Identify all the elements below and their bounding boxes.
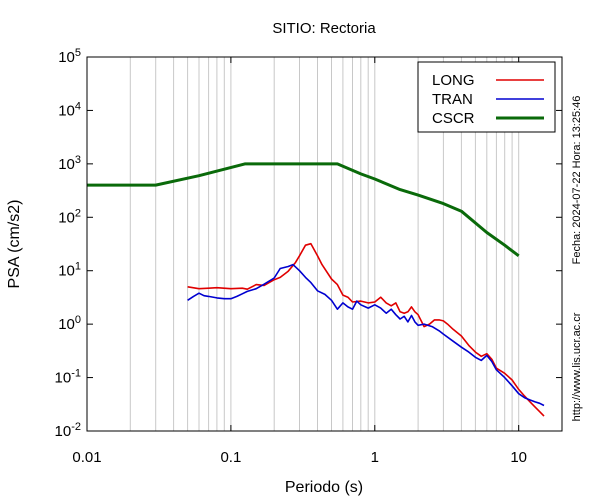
legend-label-cscr: CSCR <box>432 110 475 127</box>
x-axis: 0.01 0.1 1 10 <box>72 57 527 466</box>
legend: LONG TRAN CSCR <box>417 61 556 133</box>
series-line-long <box>187 242 545 417</box>
x-tick-label: 10 <box>510 449 527 466</box>
series-line-tran <box>187 263 545 407</box>
timestamp-annotation: Fecha: 2024-07-22 Hora: 13:25:46 <box>571 96 583 265</box>
x-tick-label: 1 <box>371 449 379 466</box>
plot-frame <box>86 56 563 432</box>
x-tick-label: 0.01 <box>72 449 101 466</box>
y-tick-label: 100 <box>58 314 81 333</box>
y-axis: 10-2 10-1 100 101 102 103 104 105 <box>55 47 562 440</box>
y-tick-label: 10-1 <box>55 368 81 387</box>
source-url-annotation: http://www.lis.ucr.ac.cr <box>571 312 583 421</box>
series-line-cscr <box>87 162 520 257</box>
y-tick-label: 10-2 <box>55 421 81 440</box>
series-layer <box>87 162 545 417</box>
legend-label-tran: TRAN <box>432 91 473 108</box>
y-tick-label: 101 <box>58 261 81 280</box>
legend-label-long: LONG <box>432 72 475 89</box>
x-tick-label: 0.1 <box>220 449 241 466</box>
y-tick-label: 105 <box>58 47 81 66</box>
x-axis-title: Periodo (s) <box>285 479 363 496</box>
y-axis-title: PSA (cm/s2) <box>6 200 23 289</box>
y-tick-label: 103 <box>58 154 81 173</box>
y-tick-label: 102 <box>58 207 81 226</box>
chart-title: SITIO: Rectoria <box>272 20 376 37</box>
legend-box <box>417 61 556 133</box>
y-tick-label: 104 <box>58 100 81 119</box>
